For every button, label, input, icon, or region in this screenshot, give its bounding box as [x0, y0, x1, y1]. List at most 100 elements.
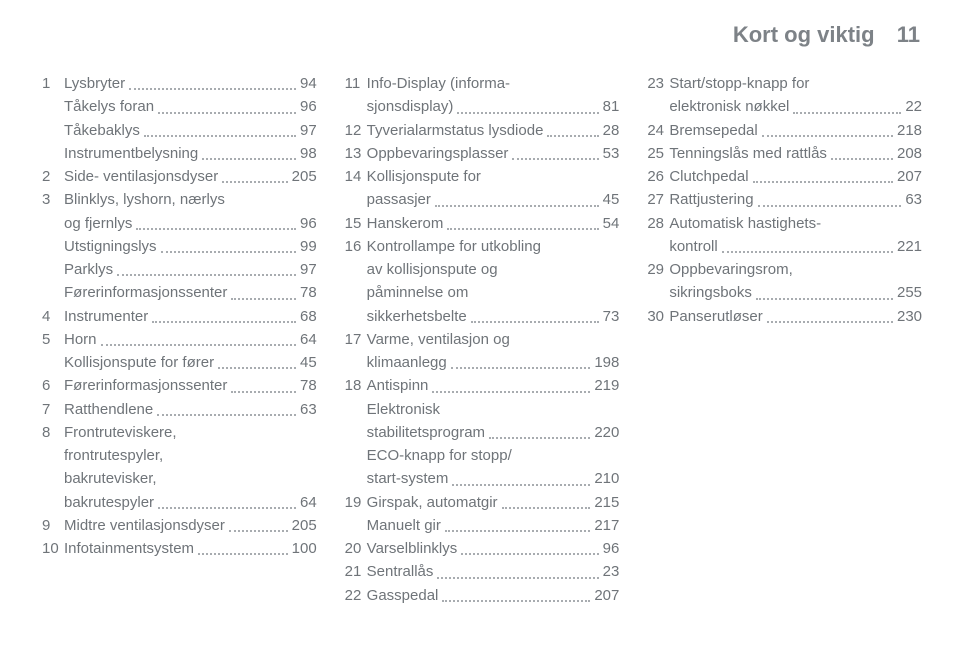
toc-entry: 29Oppbevaringsrom, [647, 260, 922, 280]
toc-entry-page: 78 [300, 283, 317, 303]
toc-entry: 15Hanskerom54 [345, 214, 620, 234]
toc-entry-page: 63 [300, 400, 317, 420]
toc-entry: 16Kontrollampe for utkobling [345, 237, 620, 257]
toc-entry: stabilitetsprogram220 [345, 423, 620, 443]
toc-entry-label: Midtre ventilasjonsdyser [64, 516, 225, 536]
toc-leader-dots [445, 530, 590, 532]
toc-entry-label: Sentrallås [367, 562, 434, 582]
toc-entry-page: 54 [603, 214, 620, 234]
toc-entry-label: Clutchpedal [669, 167, 748, 187]
toc-entry-page: 96 [300, 97, 317, 117]
toc-entry: 13Oppbevaringsplasser53 [345, 144, 620, 164]
toc-entry-number: 12 [345, 121, 367, 141]
toc-entry: 5Horn64 [42, 330, 317, 350]
toc-entry: sikkerhetsbelte73 [345, 307, 620, 327]
toc-entry-page: 94 [300, 74, 317, 94]
toc-entry: Tåkebaklys 97 [42, 121, 317, 141]
toc-entry-label: Info-Display (informa- [367, 74, 510, 94]
toc-entry-number: 1 [42, 74, 64, 94]
toc-leader-dots [451, 367, 591, 369]
toc-column: 23Start/stopp-knapp forelektronisk nøkke… [647, 74, 922, 609]
toc-entry-label: Førerinformasjonssenter [64, 376, 227, 396]
toc-leader-dots [231, 391, 296, 393]
toc-entry: Utstigningslys99 [42, 237, 317, 257]
toc-entry-page: 45 [603, 190, 620, 210]
toc-entry-label: sikringsboks [669, 283, 752, 303]
toc-entry: 6Førerinformasjonssenter78 [42, 376, 317, 396]
toc-entry-page: 210 [594, 469, 619, 489]
toc-entry-label: Infotainmentsystem [64, 539, 194, 559]
toc-entry: start-system210 [345, 469, 620, 489]
toc-entry: Parklys97 [42, 260, 317, 280]
toc-entry: Tåkelys foran96 [42, 97, 317, 117]
toc-entry-label: Antispinn [367, 376, 429, 396]
toc-leader-dots [461, 553, 598, 555]
toc-leader-dots [158, 112, 296, 114]
toc-columns: 1Lysbryter94Tåkelys foran96Tåkebaklys97I… [42, 74, 922, 609]
toc-entry: sikringsboks255 [647, 283, 922, 303]
toc-entry: Manuelt gir217 [345, 516, 620, 536]
toc-entry-page: 63 [905, 190, 922, 210]
toc-entry-label: Gasspedal [367, 586, 439, 606]
toc-entry-label: Start/stopp-knapp for [669, 74, 809, 94]
toc-entry-number: 14 [345, 167, 367, 187]
toc-entry: påminnelse om [345, 283, 620, 303]
toc-leader-dots [547, 135, 598, 137]
toc-entry-page: 208 [897, 144, 922, 164]
toc-entry-page: 198 [594, 353, 619, 373]
toc-entry-page: 96 [300, 214, 317, 234]
toc-entry: 11Info-Display (informa- [345, 74, 620, 94]
toc-entry-label: sjonsdisplay) [367, 97, 454, 117]
toc-entry: 14Kollisjonspute for [345, 167, 620, 187]
toc-entry: 7Ratthendlene63 [42, 400, 317, 420]
toc-leader-dots [231, 298, 296, 300]
toc-entry: klimaanlegg198 [345, 353, 620, 373]
toc-entry: 27Rattjustering63 [647, 190, 922, 210]
toc-entry-page: 45 [300, 353, 317, 373]
toc-entry: 21Sentrallås23 [345, 562, 620, 582]
toc-leader-dots [502, 507, 591, 509]
toc-entry-page: 221 [897, 237, 922, 257]
toc-entry-page: 96 [603, 539, 620, 559]
header-page-number: 11 [897, 22, 920, 47]
toc-leader-dots [489, 437, 590, 439]
toc-entry-number: 21 [345, 562, 367, 582]
toc-entry-page: 78 [300, 376, 317, 396]
toc-entry-number: 16 [345, 237, 367, 257]
toc-entry: Elektronisk [345, 400, 620, 420]
toc-entry-page: 64 [300, 330, 317, 350]
toc-entry: bakrutevisker, [42, 469, 317, 489]
toc-entry-label: Utstigningslys [64, 237, 157, 257]
toc-leader-dots [198, 553, 288, 555]
toc-entry-number: 9 [42, 516, 64, 536]
toc-entry-label: Girspak, automatgir [367, 493, 498, 513]
toc-entry-label: og fjernlys [64, 214, 132, 234]
toc-entry-page: 215 [594, 493, 619, 513]
toc-entry: 26Clutchpedal207 [647, 167, 922, 187]
toc-leader-dots [452, 484, 590, 486]
toc-entry-number: 27 [647, 190, 669, 210]
toc-entry: og fjernlys 96 [42, 214, 317, 234]
toc-entry-page: 97 [300, 121, 317, 141]
toc-entry-number: 18 [345, 376, 367, 396]
toc-leader-dots [758, 205, 902, 207]
toc-entry-label: Panserutløser [669, 307, 762, 327]
toc-entry-label: elektronisk nøkkel [669, 97, 789, 117]
toc-entry-label: Side- ventilasjonsdyser [64, 167, 218, 187]
toc-entry-number: 3 [42, 190, 64, 210]
toc-leader-dots [471, 321, 599, 323]
toc-leader-dots [762, 135, 893, 137]
toc-entry-label: Oppbevaringsplasser [367, 144, 509, 164]
toc-entry-label: Tåkebaklys [64, 121, 140, 141]
toc-entry: Førerinformasjonssenter78 [42, 283, 317, 303]
toc-entry-number: 5 [42, 330, 64, 350]
toc-entry: passasjer45 [345, 190, 620, 210]
toc-entry: 22Gasspedal 207 [345, 586, 620, 606]
toc-entry-number: 15 [345, 214, 367, 234]
toc-entry: 4Instrumenter68 [42, 307, 317, 327]
toc-entry-number: 22 [345, 586, 367, 606]
toc-leader-dots [756, 298, 893, 300]
toc-entry-label: stabilitetsprogram [367, 423, 485, 443]
toc-entry-page: 207 [594, 586, 619, 606]
toc-entry: 9Midtre ventilasjonsdyser205 [42, 516, 317, 536]
